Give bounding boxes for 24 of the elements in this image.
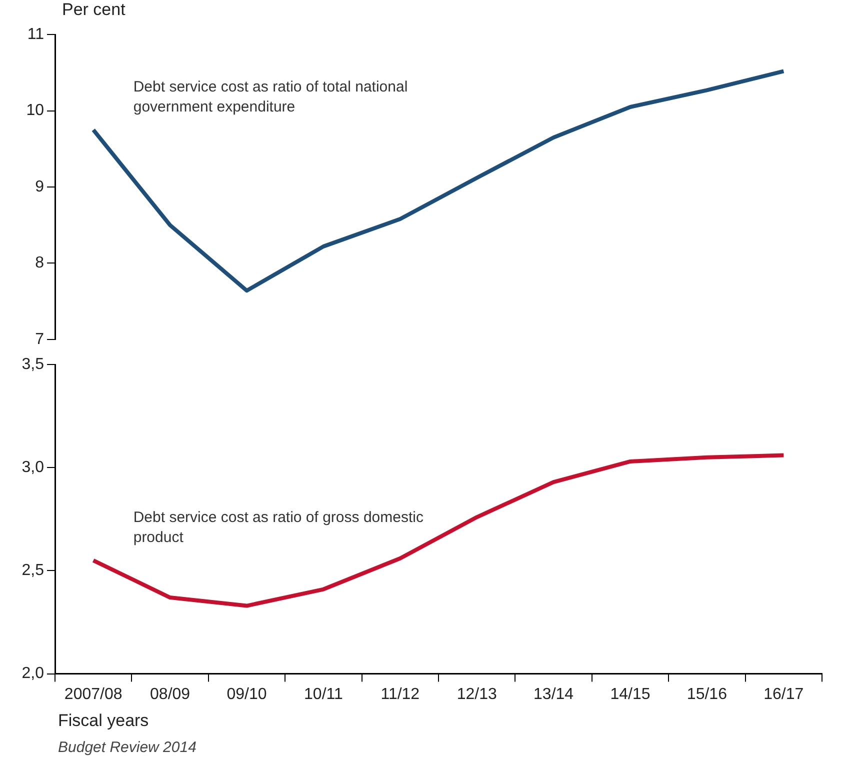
y-tick-label: 2,5 (22, 562, 44, 580)
x-tick-label: 08/09 (150, 686, 190, 703)
y-axis-title: Per cent (61, 0, 126, 21)
x-tick-label: 13/14 (534, 686, 574, 703)
y-tick-label: 8 (35, 254, 44, 272)
y-tick-label: 3,5 (22, 356, 44, 374)
y-tick-label: 11 (27, 26, 44, 44)
x-tick-label: 09/10 (226, 686, 267, 703)
x-tick-label: 10/11 (304, 686, 343, 703)
y-tick-label: 2,0 (22, 665, 44, 682)
y-tick-label: 7 (35, 330, 44, 348)
y-tick-label: 9 (35, 178, 44, 196)
y-tick-label: 3,0 (22, 459, 44, 476)
y-tick-label: 10 (26, 102, 44, 120)
x-tick-label: 14/15 (610, 686, 650, 703)
text: Budget Review 2014 (57, 739, 198, 756)
series-label: Debt service cost as ratio of gross domestic product (133, 509, 424, 546)
x-tick-label: 15/16 (686, 686, 728, 703)
text: Debt service cost as ratio of total national government expenditure (133, 78, 408, 116)
x-tick-label: 16/17 (764, 686, 804, 703)
x-tick-label: 11/12 (380, 686, 420, 703)
x-axis-title: Fiscal years (57, 711, 150, 731)
x-tick-label: 2007/08 (64, 686, 122, 703)
x-tick-label: 12/13 (456, 686, 497, 703)
